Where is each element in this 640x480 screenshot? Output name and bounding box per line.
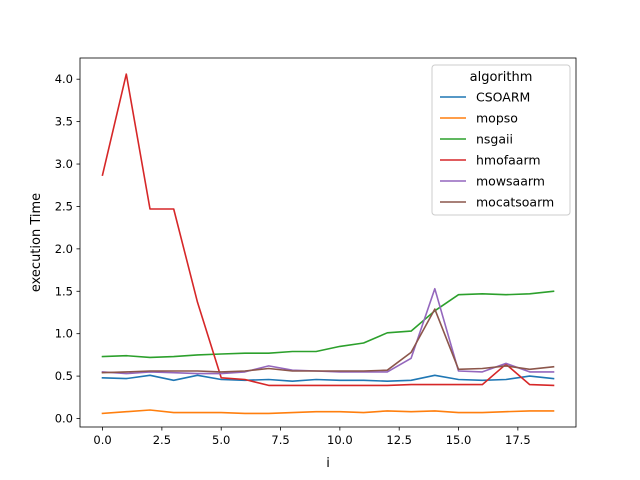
y-tick-label: 0.5: [55, 369, 73, 383]
plot-lines: [101, 73, 555, 415]
legend-box: [431, 64, 571, 216]
series-line-hmofaarm: [101, 73, 555, 387]
legend-label: hmofaarm: [476, 153, 541, 168]
legend-label: mocatsoarm: [476, 195, 554, 210]
legend-title: algorithm: [470, 70, 533, 85]
series-line-mopso: [101, 409, 555, 415]
legend: algorithm CSOARM mopso nsgaii hmofaarm mowsa…: [431, 64, 571, 216]
legend-entries: CSOARM mopso nsgaii hmofaarm mowsaarm mocatso…: [440, 90, 554, 210]
series-line-mocatsoarm: [101, 308, 555, 374]
x-tick-label: 7.5: [271, 433, 289, 447]
axes-frame: [79, 57, 577, 428]
legend-label: mowsaarm: [476, 174, 545, 189]
y-tick-label: 2.5: [55, 199, 73, 213]
y-tick-label: 1.0: [55, 327, 73, 341]
x-tick-label: 0.0: [93, 433, 111, 447]
y-tick-label: 0.0: [55, 412, 73, 426]
y-axis-label: execution Time: [29, 193, 44, 292]
x-tick-label: 15.0: [446, 433, 472, 447]
y-tick-label: 1.5: [55, 284, 73, 298]
x-axis-ticks: 0.0 2.5 5.0 7.5 10.0 12.5 15.0 17.5: [93, 427, 531, 447]
y-tick-label: 3.0: [55, 157, 73, 171]
y-tick-label: 2.0: [55, 242, 73, 256]
series-line-nsgaii: [101, 290, 555, 359]
x-tick-label: 17.5: [505, 433, 531, 447]
y-tick-label: 4.0: [55, 72, 73, 86]
y-tick-label: 3.5: [55, 115, 73, 129]
legend-label: CSOARM: [476, 90, 530, 105]
y-axis-ticks: 0.0 0.5 1.0 1.5 2.0 2.5 3.0 3.5 4.0: [55, 72, 80, 426]
series-line-csoarm: [101, 374, 555, 383]
legend-label: nsgaii: [476, 132, 513, 147]
x-tick-label: 12.5: [386, 433, 412, 447]
x-axis-label: i: [326, 456, 330, 471]
x-tick-label: 5.0: [212, 433, 230, 447]
x-tick-label: 10.0: [327, 433, 353, 447]
legend-label: mopso: [476, 111, 518, 126]
x-tick-label: 2.5: [153, 433, 171, 447]
